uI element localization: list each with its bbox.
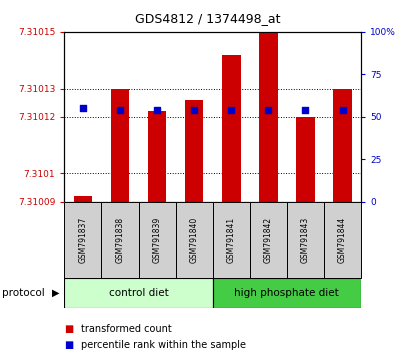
Text: GSM791841: GSM791841 [227,217,236,263]
Bar [222,55,241,202]
Point [117,107,123,113]
Bar [73,196,92,202]
Point [339,107,346,113]
Text: GDS4812 / 1374498_at: GDS4812 / 1374498_at [135,12,280,25]
Point [302,107,309,113]
Bar [259,32,278,202]
Text: control diet: control diet [109,288,168,298]
Text: transformed count: transformed count [81,324,172,333]
Bar [111,88,129,202]
FancyBboxPatch shape [324,202,361,278]
Text: GSM791843: GSM791843 [301,217,310,263]
Point [265,107,272,113]
Text: GSM791842: GSM791842 [264,217,273,263]
Bar [296,117,315,202]
Text: GSM791840: GSM791840 [190,217,199,263]
FancyBboxPatch shape [176,202,213,278]
FancyBboxPatch shape [101,202,139,278]
FancyBboxPatch shape [213,202,250,278]
Point [154,107,160,113]
FancyBboxPatch shape [64,278,213,308]
FancyBboxPatch shape [139,202,176,278]
Bar [333,88,352,202]
Text: GSM791838: GSM791838 [115,217,124,263]
Point [228,107,234,113]
Text: protocol: protocol [2,288,45,298]
Text: ■: ■ [64,340,73,350]
Text: ■: ■ [64,324,73,333]
Text: GSM791844: GSM791844 [338,217,347,263]
Bar [148,111,166,202]
Bar [185,100,203,202]
Text: high phosphate diet: high phosphate diet [234,288,339,298]
Text: GSM791837: GSM791837 [78,217,88,263]
Text: percentile rank within the sample: percentile rank within the sample [81,340,246,350]
Point [80,105,86,111]
Point [191,107,198,113]
FancyBboxPatch shape [287,202,324,278]
FancyBboxPatch shape [64,202,101,278]
FancyBboxPatch shape [213,278,361,308]
Text: ▶: ▶ [52,288,60,298]
Text: GSM791839: GSM791839 [153,217,161,263]
FancyBboxPatch shape [250,202,287,278]
